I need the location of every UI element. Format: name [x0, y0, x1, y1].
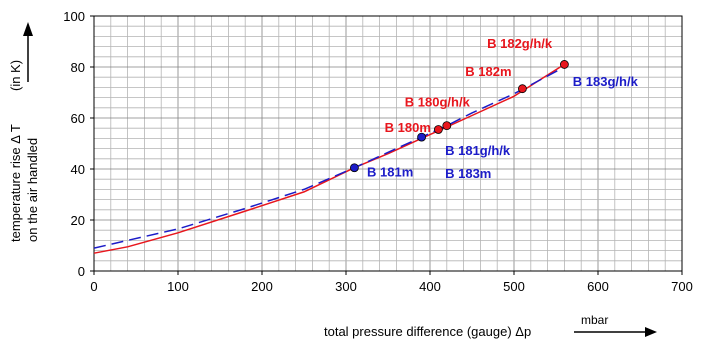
y-axis-label-line1: temperature rise Δ T: [8, 124, 23, 242]
x-axis-arrow-icon: [574, 327, 657, 337]
y-tick-label: 80: [71, 60, 85, 75]
x-tick-label: 500: [503, 279, 525, 294]
data-point-marker: [442, 121, 452, 131]
x-axis-ticks: 0 100 200 300 400 500 600 700: [90, 271, 693, 294]
y-tick-label: 0: [78, 264, 85, 279]
x-tick-label: 200: [251, 279, 273, 294]
x-axis-label: total pressure difference (gauge) Δp: [324, 324, 531, 339]
y-axis-arrow-icon: [23, 22, 33, 82]
data-markers: [349, 60, 569, 173]
point-annotation: B 182m: [465, 64, 511, 79]
y-axis-ticks: 0 20 40 60 80 100: [63, 9, 94, 279]
plot-frame: [93, 15, 683, 272]
x-tick-label: 700: [671, 279, 693, 294]
y-axis-unit: (in K): [8, 60, 23, 91]
data-point-marker: [433, 125, 443, 134]
x-tick-label: 600: [587, 279, 609, 294]
point-annotation: B 183g/h/k: [573, 74, 639, 89]
y-tick-label: 100: [63, 9, 85, 24]
point-annotation: B 183m: [445, 166, 491, 181]
point-annotation: B 181m: [367, 165, 413, 180]
series-line-dashed: [93, 66, 565, 249]
point-annotation: B 181g/h/k: [445, 143, 511, 158]
x-tick-label: 0: [90, 279, 97, 294]
data-point-marker: [417, 132, 427, 142]
point-annotation: B 180m: [385, 120, 431, 135]
x-tick-label: 100: [167, 279, 189, 294]
x-tick-label: 400: [419, 279, 441, 294]
annotations: B 182g/h/k B 182m B 180g/h/k B 180m B 183g/h…: [367, 36, 639, 181]
data-point-marker: [349, 163, 359, 173]
point-annotation: B 182g/h/k: [487, 36, 553, 51]
point-annotation: B 180g/h/k: [405, 95, 471, 110]
y-axis-label-line2: on the air handled: [25, 138, 40, 242]
x-axis-unit: mbar: [581, 313, 608, 327]
data-point-marker: [560, 60, 569, 69]
y-tick-label: 60: [71, 111, 85, 126]
x-tick-label: 300: [335, 279, 357, 294]
grid: [93, 15, 683, 272]
y-tick-label: 20: [71, 213, 85, 228]
y-tick-label: 40: [71, 162, 85, 177]
data-point-marker: [518, 84, 527, 94]
